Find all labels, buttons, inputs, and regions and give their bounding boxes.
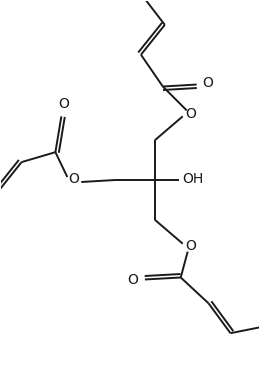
Text: O: O [185, 239, 196, 253]
Text: O: O [185, 107, 196, 122]
Text: O: O [68, 172, 79, 186]
Text: OH: OH [182, 172, 203, 186]
Text: O: O [58, 97, 69, 111]
Text: O: O [128, 273, 138, 288]
Text: O: O [202, 76, 213, 89]
